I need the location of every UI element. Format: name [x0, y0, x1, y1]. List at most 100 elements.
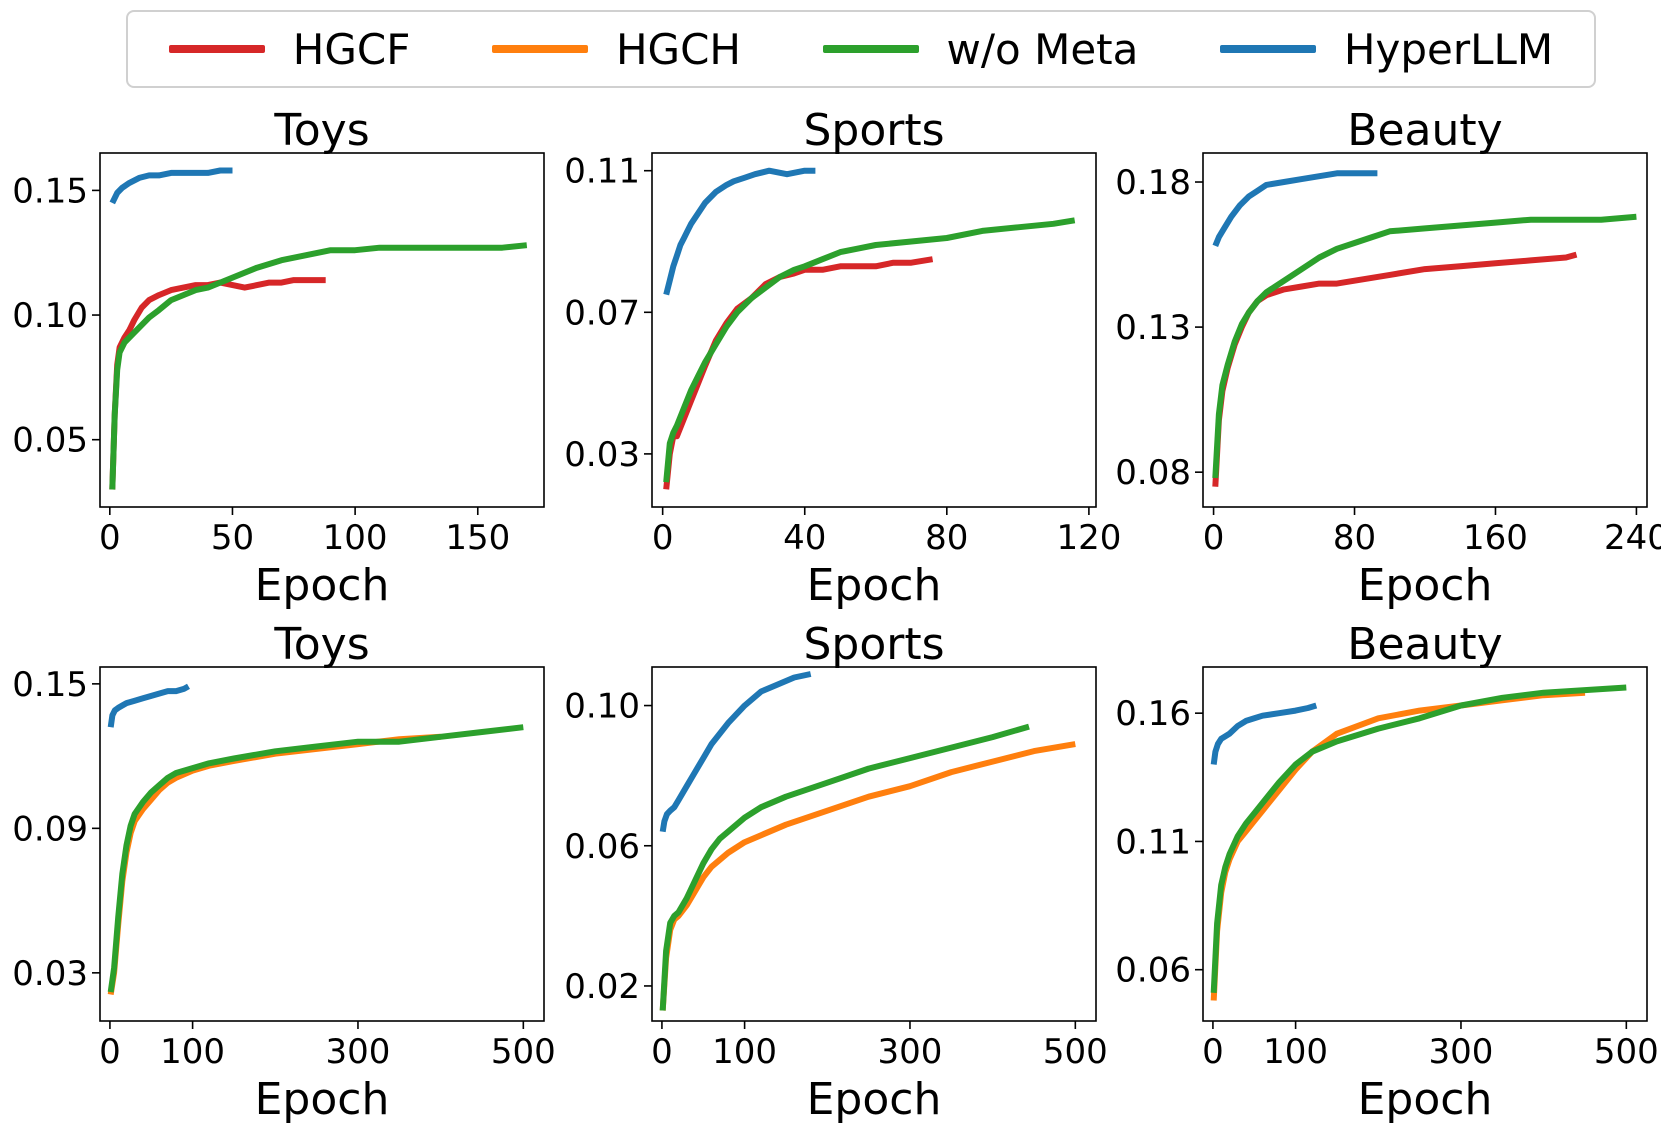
chart-3-xlabel: Epoch	[1358, 560, 1493, 611]
legend-item-hgcf: HGCF	[168, 24, 411, 74]
chart-4-xtick-label-0: 0	[99, 1032, 121, 1072]
legend-swatch-hgch	[491, 45, 588, 53]
chart-1-ytick-label-0: 0.05	[12, 421, 88, 461]
chart-6-line-hyperllm	[1210, 702, 1318, 765]
chart-5: 0 100 300 500 0.02 0.06 0.10 Sports Epoch	[564, 619, 1107, 1123]
chart-1-line-hyperllm	[109, 167, 233, 205]
chart-1-series-group	[109, 167, 528, 490]
chart-2-xtick-label-40: 40	[783, 518, 826, 558]
chart-3-title: Beauty	[1347, 105, 1502, 156]
chart-1-frame	[99, 152, 545, 508]
chart-5-xtick-label-300: 300	[878, 1032, 943, 1072]
chart-6-xtick-label-500: 500	[1594, 1032, 1659, 1072]
chart-6-title: Beauty	[1347, 619, 1502, 670]
chart-4-xlabel: Epoch	[255, 1074, 390, 1123]
chart-6-ytick-label-1: 0.11	[1115, 822, 1191, 862]
chart-3-xtick-label-80: 80	[1333, 518, 1376, 558]
chart-2-xtick-label-0: 0	[652, 518, 674, 558]
legend-item-wo-meta: w/o Meta	[822, 24, 1139, 74]
chart-2-line-w-o-meta	[663, 217, 1076, 483]
chart-6-xtick-label-300: 300	[1429, 1032, 1494, 1072]
chart-5-xtick-label-0: 0	[651, 1032, 673, 1072]
chart-3-ytick-label-2: 0.18	[1115, 163, 1191, 203]
chart-5-frame	[651, 666, 1097, 1022]
chart-6-xtick-label-0: 0	[1202, 1032, 1224, 1072]
chart-4: 0 100 300 500 0.03 0.09 0.15 Toys Epoch	[12, 619, 555, 1123]
chart-4-line-w-o-meta	[107, 724, 524, 993]
chart-1-ytick-label-2: 0.15	[12, 171, 88, 211]
chart-3-line-hyperllm	[1212, 170, 1378, 248]
chart-3-ytick-label-1: 0.13	[1115, 308, 1191, 348]
legend-item-hyperllm: HyperLLM	[1219, 24, 1554, 74]
chart-3-xtick-label-160: 160	[1463, 518, 1528, 558]
chart-1-line-hgcf	[109, 277, 326, 490]
legend-label-hyperllm: HyperLLM	[1343, 24, 1554, 74]
chart-3-line-w-o-meta	[1212, 213, 1637, 479]
chart-4-frame	[99, 666, 545, 1022]
legend-swatch-hgcf	[168, 45, 265, 53]
chart-1-xlabel: Epoch	[255, 560, 390, 611]
chart-2-line-hgcf	[663, 256, 934, 490]
chart-1-xtick-label-100: 100	[323, 518, 388, 558]
chart-2-frame	[651, 152, 1097, 508]
chart-2-line-hyperllm	[663, 167, 816, 296]
chart-5-series-group	[659, 671, 1076, 1011]
chart-5-ytick-label-0: 0.02	[564, 967, 640, 1007]
chart-3-ytick-label-0: 0.08	[1115, 453, 1191, 493]
chart-5-xtick-label-500: 500	[1043, 1032, 1108, 1072]
legend-label-hgcf: HGCF	[292, 24, 411, 74]
chart-4-ytick-label-1: 0.09	[12, 809, 88, 849]
chart-5-line-hgch	[659, 741, 1076, 1011]
chart-2-series-group	[663, 167, 1076, 490]
chart-2-xtick-label-80: 80	[925, 518, 968, 558]
chart-6-line-hgch	[1210, 689, 1586, 1001]
chart-5-title: Sports	[803, 619, 944, 670]
chart-4-xtick-label-300: 300	[326, 1032, 391, 1072]
chart-2-xtick-label-120: 120	[1056, 518, 1121, 558]
chart-5-line-hyperllm	[659, 671, 812, 833]
chart-5-xtick-label-100: 100	[712, 1032, 777, 1072]
legend-item-hgch: HGCH	[491, 24, 741, 74]
chart-1: 0 50 100 150 0.05 0.10 0.15 Toys Epoch	[12, 105, 545, 611]
chart-6-ytick-label-0: 0.06	[1115, 951, 1191, 991]
chart-3-series-group	[1212, 170, 1637, 487]
chart-1-xtick-label-0: 0	[99, 518, 121, 558]
legend-swatch-hyperllm	[1219, 45, 1316, 53]
chart-6-ytick-label-2: 0.16	[1115, 694, 1191, 734]
chart-3-xtick-label-240: 240	[1604, 518, 1661, 558]
chart-2-ytick-label-2: 0.11	[564, 152, 640, 192]
chart-4-xtick-label-100: 100	[160, 1032, 225, 1072]
legend-label-wo-meta: w/o Meta	[946, 24, 1139, 74]
chart-1-ytick-label-1: 0.10	[12, 296, 88, 336]
chart-4-series-group	[107, 683, 524, 995]
chart-1-xtick-label-150: 150	[445, 518, 510, 558]
chart-4-line-hyperllm	[107, 683, 190, 728]
chart-3-frame	[1202, 152, 1648, 508]
chart-4-title: Toys	[273, 619, 369, 670]
chart-5-ytick-label-2: 0.10	[564, 687, 640, 727]
chart-6-xlabel: Epoch	[1358, 1074, 1493, 1123]
chart-2-ytick-label-0: 0.03	[564, 435, 640, 475]
chart-1-line-w-o-meta	[109, 242, 528, 490]
chart-6-series-group	[1210, 684, 1627, 1001]
legend-label-hgch: HGCH	[615, 24, 741, 74]
chart-4-ytick-label-0: 0.03	[12, 954, 88, 994]
chart-3: 0 80 160 240 0.08 0.13 0.18 Beauty Epoch	[1115, 105, 1661, 611]
chart-1-xtick-label-50: 50	[211, 518, 254, 558]
chart-2-title: Sports	[803, 105, 944, 156]
chart-1-title: Toys	[273, 105, 369, 156]
chart-2-xlabel: Epoch	[807, 560, 942, 611]
legend-swatch-wo-meta	[822, 45, 919, 53]
chart-6-xtick-label-100: 100	[1263, 1032, 1328, 1072]
chart-4-xtick-label-500: 500	[491, 1032, 556, 1072]
legend: HGCF HGCH w/o Meta HyperLLM	[126, 10, 1596, 88]
chart-4-line-hgch	[107, 733, 441, 995]
chart-2-ytick-label-1: 0.07	[564, 293, 640, 333]
chart-5-ytick-label-1: 0.06	[564, 827, 640, 867]
chart-5-line-w-o-meta	[659, 723, 1030, 1011]
chart-6: 0 100 300 500 0.06 0.11 0.16 Beauty Epoch	[1115, 619, 1658, 1123]
chart-4-ytick-label-2: 0.15	[12, 665, 88, 705]
chart-2: 0 40 80 120 0.03 0.07 0.11 Sports Epoch	[564, 105, 1121, 611]
chart-6-line-w-o-meta	[1210, 684, 1627, 993]
